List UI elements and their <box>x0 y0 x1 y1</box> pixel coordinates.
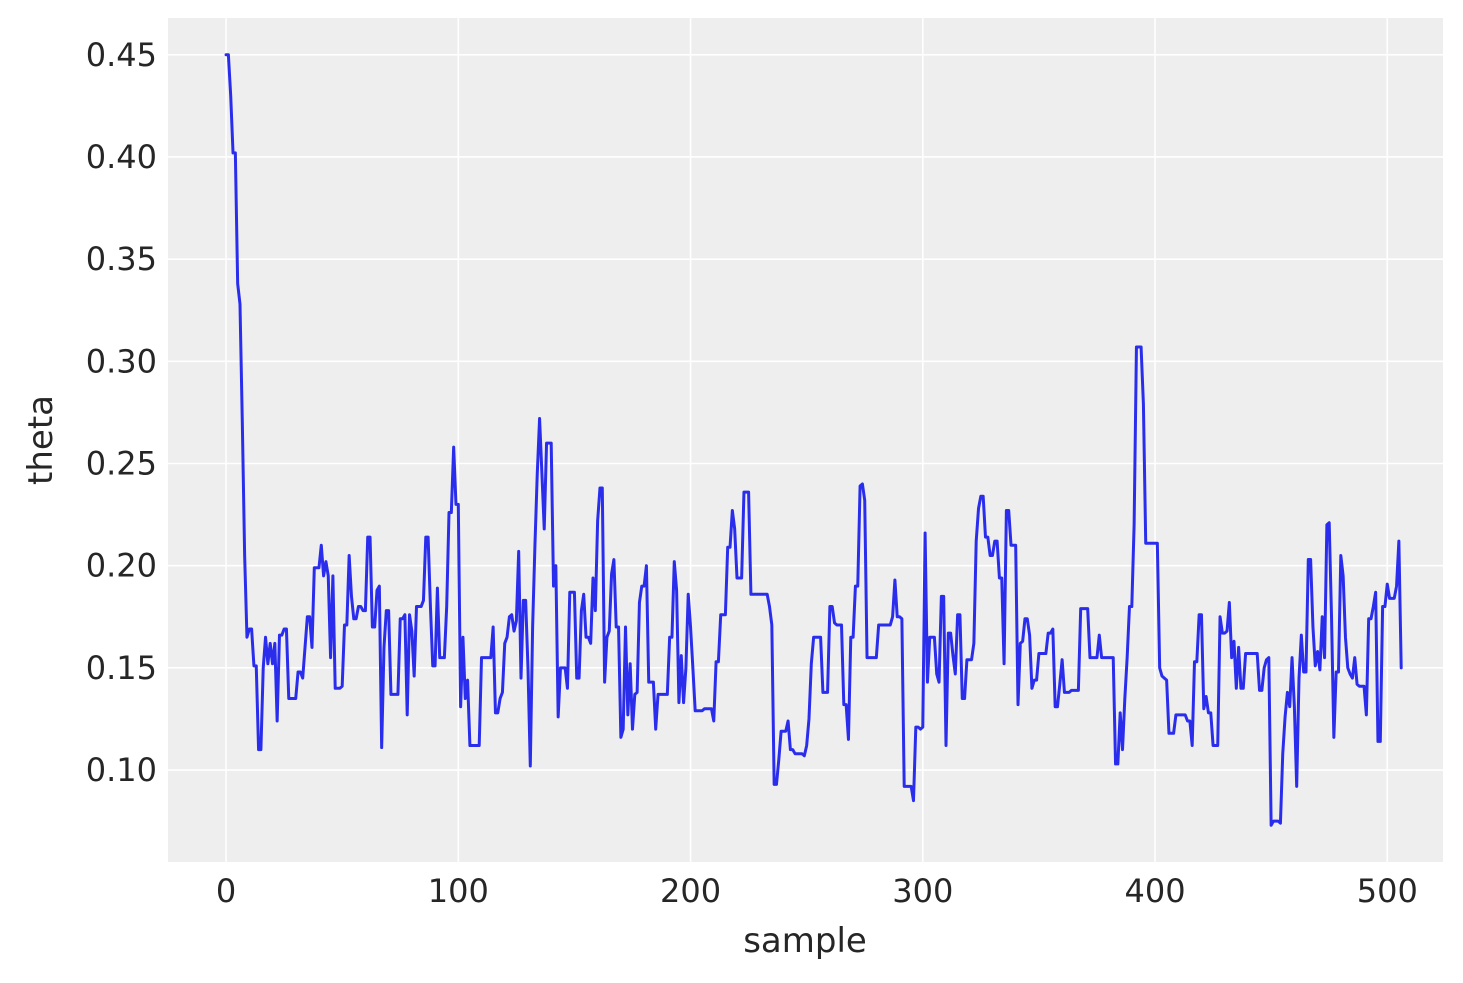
y-tick-label: 0.15 <box>86 649 157 687</box>
x-tick-label: 400 <box>1124 872 1185 910</box>
plot-background <box>168 18 1443 862</box>
y-tick-label: 0.25 <box>86 445 157 483</box>
x-tick-label: 100 <box>428 872 489 910</box>
x-tick-label: 300 <box>892 872 953 910</box>
x-tick-label: 0 <box>216 872 236 910</box>
series-line <box>224 53 1403 827</box>
y-tick-label: 0.20 <box>86 547 157 585</box>
x-tick-label: 500 <box>1357 872 1418 910</box>
x-axis-label: sample <box>743 921 867 961</box>
y-tick-label: 0.40 <box>86 138 157 176</box>
y-axis-ticks: 0.10 0.15 0.20 0.25 0.30 0.35 0.40 0.45 <box>86 36 157 789</box>
y-tick-label: 0.10 <box>86 751 157 789</box>
x-tick-label: 200 <box>660 872 721 910</box>
y-tick-label: 0.45 <box>86 36 157 74</box>
y-tick-label: 0.30 <box>86 342 157 380</box>
grid-lines <box>168 18 1443 862</box>
y-tick-label: 0.35 <box>86 240 157 278</box>
x-axis-ticks: 0 100 200 300 400 500 <box>216 872 1418 910</box>
y-axis-label: theta <box>21 395 61 485</box>
